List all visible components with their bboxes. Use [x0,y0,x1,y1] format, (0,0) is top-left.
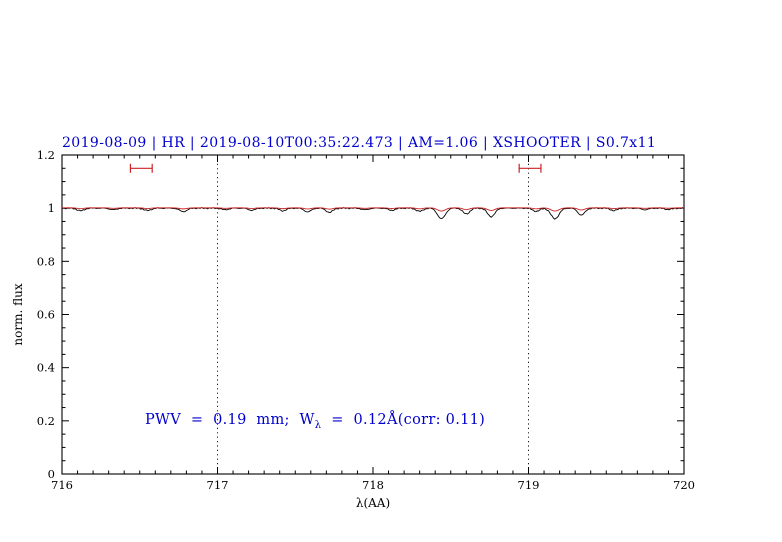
model-spectrum-line [62,207,684,212]
x-tick-label: 716 [51,478,73,492]
observed-spectrum-line [61,206,685,220]
y-tick-label: 0.2 [37,414,55,428]
x-tick-label: 717 [207,478,229,492]
x-tick-label: 718 [362,478,384,492]
y-tick-label: 1 [48,201,55,215]
y-tick-label: 1.2 [37,148,55,162]
pwv-annotation-pre: PWV = 0.19 mm; W [145,412,315,428]
pwv-annotation-sub: λ [314,419,322,431]
x-axis-label: λ(AA) [356,496,390,510]
y-axis-label: norm. flux [11,283,25,345]
pwv-annotation: PWV = 0.19 mm; Wλ = 0.12Å(corr: 0.11) [145,412,485,431]
pwv-annotation-post: = 0.12Å(corr: 0.11) [321,412,486,428]
y-tick-label: 0.6 [37,308,55,322]
y-tick-label: 0 [48,467,55,481]
y-tick-label: 0.8 [37,254,55,268]
y-tick-label: 0.4 [37,361,55,375]
x-tick-label: 719 [518,478,540,492]
chart-title: 2019-08-09 | HR | 2019-08-10T00:35:22.47… [62,135,657,151]
x-tick-label: 720 [673,478,695,492]
